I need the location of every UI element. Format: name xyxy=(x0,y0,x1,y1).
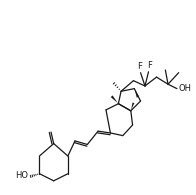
Text: HO: HO xyxy=(15,171,28,180)
Text: F: F xyxy=(137,62,142,71)
Polygon shape xyxy=(111,95,118,104)
Polygon shape xyxy=(134,89,139,98)
Text: F: F xyxy=(147,61,152,70)
Text: OH: OH xyxy=(178,84,191,93)
Polygon shape xyxy=(131,103,134,111)
